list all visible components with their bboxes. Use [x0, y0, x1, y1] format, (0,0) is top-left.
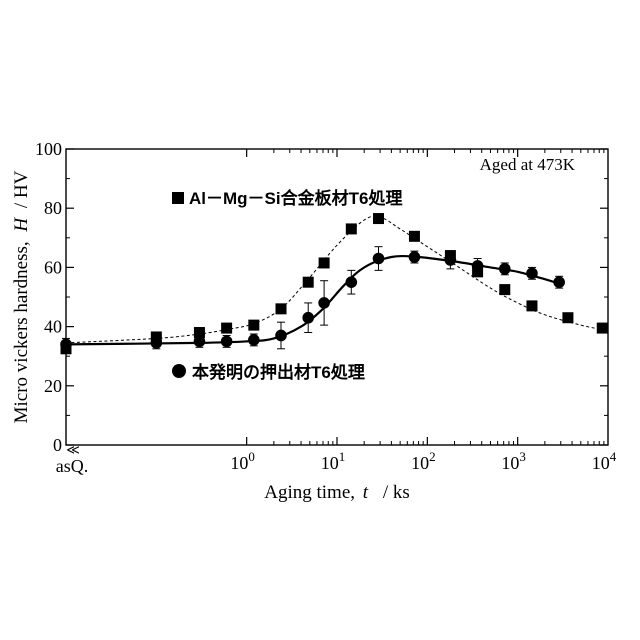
- x-tick-label-asq: asQ.: [56, 456, 89, 476]
- fit-curves: [66, 216, 602, 344]
- x-tick-base: 10: [230, 453, 248, 473]
- x-axis-label-unit: / ks: [383, 482, 410, 503]
- x-tick-base: 10: [592, 453, 610, 473]
- data-point-circle: [248, 334, 260, 346]
- y-tick-label: 20: [44, 376, 62, 396]
- data-point-square: [562, 312, 573, 323]
- legend-square-marker: [172, 192, 184, 204]
- data-point-circle: [472, 260, 484, 272]
- data-point-circle: [346, 276, 358, 288]
- data-point-circle: [318, 297, 330, 309]
- x-tick-exp: 3: [519, 449, 526, 464]
- data-point-square: [373, 213, 384, 224]
- data-point-square: [319, 257, 330, 268]
- annotation-aged: Aged at 473K: [480, 155, 576, 174]
- data-point-circle: [499, 263, 511, 275]
- x-tick-label: 104: [592, 449, 617, 473]
- x-tick-exp: 2: [429, 449, 436, 464]
- x-tick-base: 10: [321, 453, 339, 473]
- data-point-circle: [302, 312, 314, 324]
- data-point-square: [346, 223, 357, 234]
- x-tick-exp: 4: [610, 449, 617, 464]
- x-tick-base: 10: [411, 453, 429, 473]
- x-axis-label: Aging time, t / ks: [264, 482, 410, 503]
- y-tick-label: 60: [44, 257, 62, 277]
- data-point-square: [221, 323, 232, 334]
- x-tick-exp: 0: [248, 449, 255, 464]
- x-tick-label: 102: [411, 449, 436, 473]
- legend-circle: 本発明の押出材T6処理: [172, 362, 365, 382]
- data-point-circle: [526, 268, 538, 280]
- y-tick-label: 0: [53, 435, 62, 455]
- legend-square: Al－Mg－Si合金板材T6処理: [172, 188, 402, 208]
- y-axis-label-text: Micro vickers hardness,: [11, 241, 32, 423]
- x-tick-label: 101: [321, 449, 346, 473]
- data-point-circle: [275, 330, 287, 342]
- fit-curve-circle-series: [66, 256, 559, 344]
- data-point-circle: [373, 253, 385, 265]
- y-axis-label-var: H: [11, 217, 32, 233]
- y-axis-label: Micro vickers hardness, H / HV: [11, 170, 32, 423]
- data-point-square: [597, 323, 608, 334]
- y-tick-label: 100: [35, 139, 62, 159]
- x-tick-label: 103: [501, 449, 526, 473]
- data-point-circle: [445, 254, 457, 266]
- data-point-circle: [194, 336, 206, 348]
- data-point-circle: [151, 337, 163, 349]
- data-point-square: [409, 231, 420, 242]
- x-tick-base: 10: [501, 453, 519, 473]
- y-tick-label: 40: [44, 317, 62, 337]
- y-axis: 0 20 40 60 80 100: [35, 139, 608, 455]
- data-point-square: [499, 284, 510, 295]
- data-point-circle: [553, 276, 565, 288]
- data-point-square: [526, 300, 537, 311]
- y-tick-label: 80: [44, 198, 62, 218]
- data-point-circle: [409, 251, 421, 263]
- x-axis-label-text: Aging time,: [264, 482, 355, 503]
- error-bars: [62, 247, 563, 351]
- legend-circle-marker: [172, 364, 186, 378]
- data-point-circle: [221, 336, 233, 348]
- x-axis-break-mark: ≪: [66, 442, 80, 457]
- data-point-circle: [60, 339, 72, 351]
- x-axis-label-var: t: [363, 482, 369, 503]
- fit-curve-square-series: [66, 216, 602, 343]
- y-axis-label-unit: / HV: [11, 170, 32, 208]
- data-point-square: [248, 320, 259, 331]
- data-markers: [60, 213, 608, 354]
- x-tick-exp: 1: [339, 449, 346, 464]
- legend-square-label: Al－Mg－Si合金板材T6処理: [189, 188, 402, 208]
- data-point-square: [303, 277, 314, 288]
- x-tick-label: 100: [230, 449, 255, 473]
- data-point-square: [276, 303, 287, 314]
- legend-circle-label: 本発明の押出材T6処理: [192, 362, 365, 382]
